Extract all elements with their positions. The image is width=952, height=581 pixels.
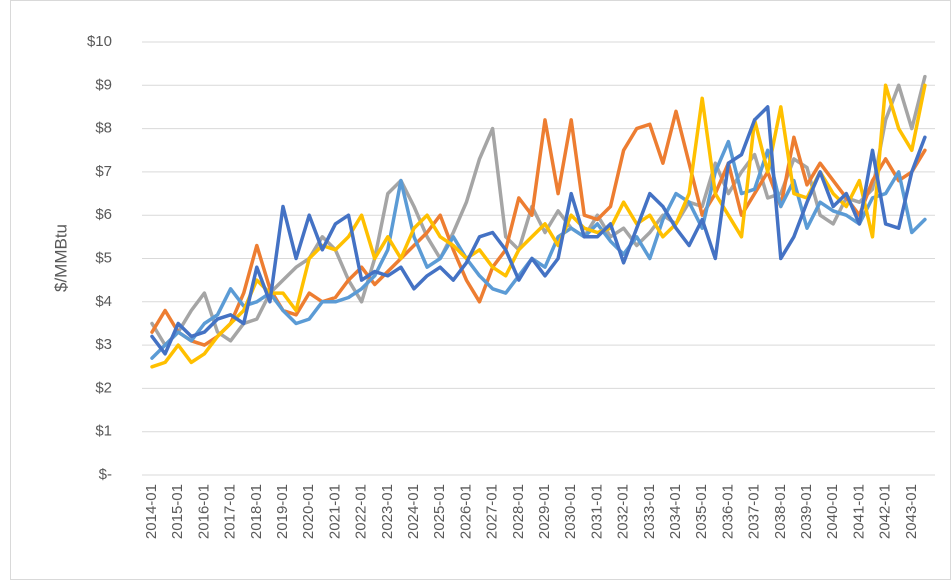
x-tick-label: 2028-01 [510, 484, 527, 539]
y-tick-label: $3 [95, 336, 112, 353]
x-tick-label: 2035-01 [693, 484, 710, 539]
x-tick-label: 2020-01 [300, 484, 317, 539]
x-tick-label: 2039-01 [798, 484, 815, 539]
x-tick-label: 2015-01 [169, 484, 186, 539]
x-tick-label: 2030-01 [562, 484, 579, 539]
x-tick-label: 2024-01 [405, 484, 422, 539]
y-tick-label: $5 [95, 249, 112, 266]
y-axis-title: $/MMBtu [51, 224, 70, 292]
y-tick-label: $6 [95, 206, 112, 223]
chart-border [10, 0, 951, 580]
x-tick-label: 2036-01 [719, 484, 736, 539]
x-tick-label: 2041-01 [850, 484, 867, 539]
x-tick-label: 2034-01 [667, 484, 684, 539]
x-tick-label: 2038-01 [772, 484, 789, 539]
series-line [150, 83, 927, 369]
y-tick-label: $- [99, 466, 112, 483]
y-tick-label: $10 [87, 33, 112, 50]
x-tick-label: 2018-01 [248, 484, 265, 539]
x-tick-label: 2031-01 [588, 484, 605, 539]
x-tick-label: 2021-01 [326, 484, 343, 539]
y-tick-label: $7 [95, 163, 112, 180]
x-tick-label: 2025-01 [431, 484, 448, 539]
y-tick-label: $2 [95, 379, 112, 396]
y-tick-label: $1 [95, 423, 112, 440]
x-tick-label: 2029-01 [536, 484, 553, 539]
x-tick-label: 2026-01 [457, 484, 474, 539]
x-tick-label: 2022-01 [353, 484, 370, 539]
series-line [150, 139, 927, 360]
series-line [150, 74, 927, 347]
series-line [150, 105, 927, 356]
x-tick-label: 2040-01 [824, 484, 841, 539]
x-tick-label: 2032-01 [615, 484, 632, 539]
x-tick-label: 2027-01 [484, 484, 501, 539]
y-tick-label: $4 [95, 293, 112, 310]
x-tick-label: 2017-01 [222, 484, 239, 539]
y-tick-label: $8 [95, 120, 112, 137]
x-tick-label: 2043-01 [903, 484, 920, 539]
x-tick-label: 2023-01 [379, 484, 396, 539]
y-tick-label: $9 [95, 76, 112, 93]
x-tick-label: 2037-01 [746, 484, 763, 539]
x-tick-label: 2019-01 [274, 484, 291, 539]
x-tick-label: 2042-01 [877, 484, 894, 539]
x-tick-label: 2016-01 [195, 484, 212, 539]
x-tick-label: 2033-01 [641, 484, 658, 539]
x-tick-label: 2014-01 [143, 484, 160, 539]
